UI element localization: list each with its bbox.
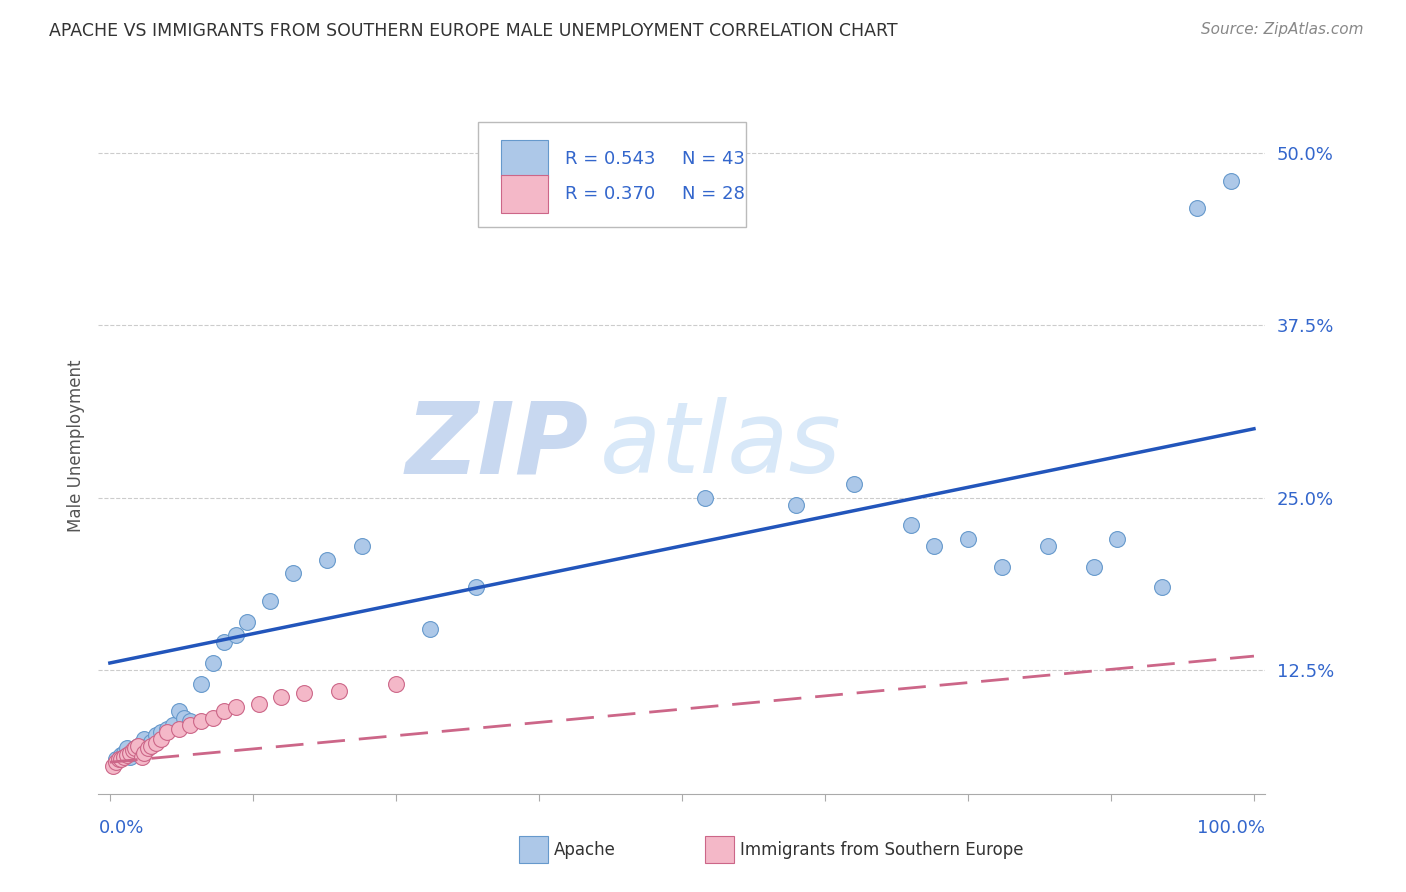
Text: ZIP: ZIP [405, 398, 589, 494]
Point [150, 731, 173, 746]
Point [104, 755, 127, 769]
Point [465, 580, 488, 594]
Point [1105, 532, 1128, 546]
FancyBboxPatch shape [478, 122, 747, 227]
FancyBboxPatch shape [501, 140, 548, 178]
Point [1152, 580, 1174, 594]
Point [201, 711, 224, 725]
Point [419, 622, 441, 636]
Point [385, 676, 408, 690]
Point [247, 698, 270, 712]
Point [124, 741, 146, 756]
Point [270, 690, 292, 705]
Point [214, 704, 236, 718]
Point [131, 749, 153, 764]
Point [259, 594, 281, 608]
Text: atlas: atlas [600, 398, 842, 494]
Point [136, 739, 159, 753]
Point [131, 736, 153, 750]
Point [1220, 174, 1243, 188]
Point [115, 741, 138, 756]
Text: Source: ZipAtlas.com: Source: ZipAtlas.com [1201, 22, 1364, 37]
Point [225, 700, 247, 714]
Point [145, 736, 167, 750]
Point [112, 746, 135, 760]
Point [842, 476, 865, 491]
Point [120, 746, 142, 760]
Point [167, 704, 190, 718]
Point [179, 714, 201, 728]
Point [328, 683, 350, 698]
Point [134, 746, 156, 760]
Point [110, 748, 132, 763]
FancyBboxPatch shape [706, 836, 734, 863]
Text: N = 43: N = 43 [682, 150, 745, 168]
Text: 100.0%: 100.0% [1198, 819, 1265, 837]
Point [150, 724, 173, 739]
Point [112, 749, 135, 764]
Point [115, 748, 138, 763]
Point [127, 739, 149, 753]
Point [190, 714, 212, 728]
Point [316, 552, 339, 566]
Point [167, 722, 190, 736]
Point [350, 539, 373, 553]
Point [1036, 539, 1059, 553]
Point [225, 628, 247, 642]
Point [103, 759, 125, 773]
Point [956, 532, 979, 546]
Point [124, 741, 146, 756]
Point [136, 741, 159, 756]
Point [156, 724, 179, 739]
Y-axis label: Male Unemployment: Male Unemployment [66, 359, 84, 533]
Point [922, 539, 945, 553]
Point [214, 635, 236, 649]
Point [104, 752, 127, 766]
Point [693, 491, 716, 505]
Point [156, 722, 179, 736]
Point [900, 518, 922, 533]
Point [145, 728, 167, 742]
Point [201, 656, 224, 670]
Point [292, 686, 315, 700]
Point [173, 711, 195, 725]
Point [110, 752, 132, 766]
Point [991, 559, 1014, 574]
Point [236, 615, 259, 629]
Text: Immigrants from Southern Europe: Immigrants from Southern Europe [741, 840, 1024, 858]
Text: N = 28: N = 28 [682, 185, 745, 202]
Point [1185, 202, 1208, 216]
Point [785, 498, 807, 512]
Point [190, 676, 212, 690]
Point [120, 749, 142, 764]
Point [121, 746, 143, 760]
Point [179, 718, 201, 732]
Point [139, 734, 162, 748]
Point [281, 566, 304, 581]
Point [121, 743, 143, 757]
Point [134, 731, 156, 746]
Text: R = 0.543: R = 0.543 [565, 150, 655, 168]
Point [162, 718, 184, 732]
Text: Apache: Apache [554, 840, 616, 858]
Point [127, 739, 149, 753]
Point [1083, 559, 1105, 574]
Text: 0.0%: 0.0% [98, 819, 143, 837]
FancyBboxPatch shape [519, 836, 548, 863]
FancyBboxPatch shape [501, 175, 548, 213]
Text: APACHE VS IMMIGRANTS FROM SOUTHERN EUROPE MALE UNEMPLOYMENT CORRELATION CHART: APACHE VS IMMIGRANTS FROM SOUTHERN EUROP… [49, 22, 898, 40]
Text: R = 0.370: R = 0.370 [565, 185, 655, 202]
Point [108, 752, 131, 766]
Point [139, 739, 162, 753]
